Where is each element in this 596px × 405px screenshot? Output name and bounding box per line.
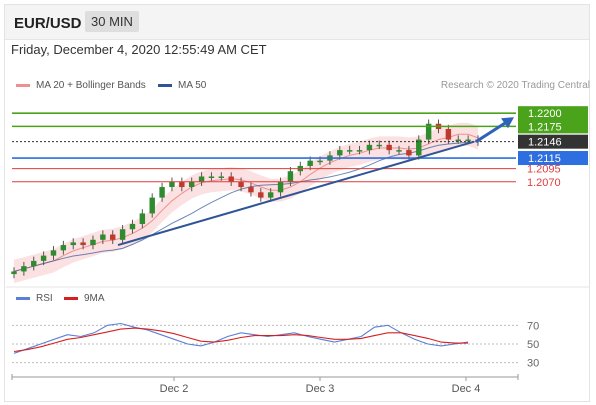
- candle-body: [396, 150, 402, 152]
- ma50-swatch: [158, 84, 172, 87]
- candle-body: [218, 176, 225, 178]
- level-label: 1.2095: [527, 164, 561, 176]
- rsi-label: RSI: [36, 293, 53, 304]
- candle-body: [100, 234, 106, 240]
- candle-body: [70, 242, 76, 246]
- candle-body: [356, 150, 363, 152]
- level-badge: [518, 151, 588, 166]
- candle-body: [307, 160, 313, 166]
- x-tick-label: Dec 2: [160, 383, 189, 395]
- level-label: 1.2175: [528, 121, 562, 133]
- forecast-arrow-head: [501, 117, 514, 129]
- candle-body: [179, 181, 185, 188]
- chart-date: Friday, December 4, 2020 12:55:49 AM CET: [11, 42, 267, 57]
- candle-body: [386, 144, 392, 151]
- candle-body: [455, 139, 461, 142]
- candle-body: [287, 171, 294, 182]
- ma9-label: 9MA: [84, 293, 105, 304]
- timeframe-badge[interactable]: 30 MIN: [85, 11, 139, 32]
- candle-body: [238, 181, 244, 188]
- rsi-line: [13, 322, 469, 354]
- candle-body: [90, 239, 96, 246]
- candle-body: [317, 160, 323, 163]
- ma9-swatch: [64, 297, 78, 300]
- ma20-swatch: [16, 84, 30, 87]
- level-badge: [518, 119, 588, 134]
- candle-body: [21, 266, 27, 272]
- level-label: 1.2146: [528, 137, 562, 149]
- x-tick-label: Dec 3: [306, 383, 335, 395]
- level-label: 1.2070: [527, 177, 561, 189]
- rsi-tick-label: 30: [527, 358, 539, 370]
- level-badge: [518, 106, 588, 121]
- candle-body: [366, 144, 373, 151]
- candle-body: [258, 192, 264, 198]
- candle-body: [346, 150, 353, 152]
- candle-body: [337, 150, 343, 156]
- candle-body: [31, 260, 37, 267]
- candle-body: [416, 139, 422, 156]
- candle-body: [60, 245, 67, 251]
- candle-body: [119, 229, 126, 240]
- rsi-ma-line: [13, 327, 468, 353]
- candle-body: [40, 255, 47, 261]
- candle-body: [445, 129, 452, 140]
- ma50-label: MA 50: [178, 80, 207, 91]
- candle-body: [80, 242, 86, 246]
- level-label: 1.2115: [528, 153, 561, 165]
- candle-body: [425, 123, 432, 140]
- bollinger-band: [14, 122, 478, 284]
- candle-body: [228, 176, 234, 182]
- candle-body: [376, 144, 382, 147]
- candle-body: [465, 139, 471, 142]
- legend-ma50: MA 50: [158, 80, 206, 91]
- rsi-tick-label: 50: [527, 339, 539, 351]
- candle-body: [248, 187, 254, 193]
- candle-body: [188, 181, 195, 188]
- candle-body: [267, 192, 274, 198]
- candle-body: [277, 181, 284, 193]
- level-label: 1.2200: [528, 108, 562, 120]
- trendline: [117, 140, 475, 247]
- candle-body: [198, 176, 205, 182]
- legend-rsi: RSI: [16, 293, 53, 304]
- ma50-line: [13, 141, 479, 272]
- candle-body: [11, 271, 17, 275]
- chart-frame: EUR/USD 30 MIN: [4, 4, 590, 402]
- research-credit: Research © 2020 Trading Central: [440, 80, 590, 91]
- x-tick-label: Dec 4: [452, 383, 481, 395]
- forecast-arrow: [475, 119, 509, 143]
- legend-9ma: 9MA: [64, 293, 105, 304]
- candle-body: [406, 150, 412, 156]
- rsi-tick-label: 70: [527, 320, 539, 332]
- candle-body: [129, 223, 136, 230]
- candle-body: [149, 197, 155, 214]
- candle-body: [169, 181, 175, 188]
- symbol-title: EUR/USD: [14, 15, 82, 32]
- chart-header: EUR/USD 30 MIN: [5, 5, 589, 40]
- candle-body: [50, 250, 57, 256]
- candle-body: [110, 234, 116, 240]
- legend-ma20: MA 20 + Bollinger Bands: [16, 80, 146, 91]
- level-badge: [518, 134, 588, 149]
- candle-body: [139, 213, 146, 224]
- rsi-swatch: [16, 297, 30, 300]
- candle-body: [159, 187, 165, 198]
- ma20-label: MA 20 + Bollinger Bands: [36, 80, 146, 91]
- candle-body: [208, 176, 215, 178]
